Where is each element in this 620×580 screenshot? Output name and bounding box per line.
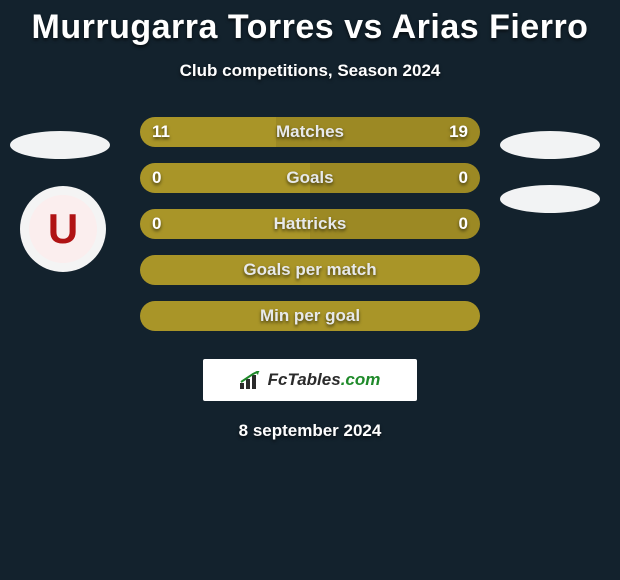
stat-metric-label: Min per goal (140, 301, 480, 331)
subtitle: Club competitions, Season 2024 (0, 61, 620, 81)
fctables-logo-text: FcTables.com (268, 370, 381, 390)
stat-row: 00Goals (140, 163, 480, 193)
club-badge-letter-text: U (48, 205, 78, 253)
player-left-placeholder (10, 131, 110, 159)
date-caption: 8 september 2024 (0, 421, 620, 441)
stat-row: Min per goal (140, 301, 480, 331)
stat-metric-label: Goals per match (140, 255, 480, 285)
club-badge: U (20, 186, 106, 272)
fctables-logo: FcTables.com (203, 359, 417, 401)
logo-text-suffix: .com (341, 370, 381, 390)
logo-text-main: FcTables (268, 370, 341, 390)
bar-chart-icon (240, 371, 262, 389)
stat-row: 00Hattricks (140, 209, 480, 239)
stat-metric-label: Goals (140, 163, 480, 193)
stat-metric-label: Matches (140, 117, 480, 147)
page-title: Murrugarra Torres vs Arias Fierro (0, 0, 620, 47)
player-right-placeholder-2 (500, 185, 600, 213)
stat-row: 1119Matches (140, 117, 480, 147)
stat-row: Goals per match (140, 255, 480, 285)
player-right-placeholder-1 (500, 131, 600, 159)
stat-bars: 1119Matches 00Goals 00Hattricks Goals per m… (140, 117, 480, 347)
comparison-panel: U 1119Matches 00Goals 00Hattricks Goals per… (0, 117, 620, 347)
infographic-root: Murrugarra Torres vs Arias Fierro Club c… (0, 0, 620, 580)
stat-metric-label: Hattricks (140, 209, 480, 239)
club-badge-letter: U (29, 195, 97, 263)
